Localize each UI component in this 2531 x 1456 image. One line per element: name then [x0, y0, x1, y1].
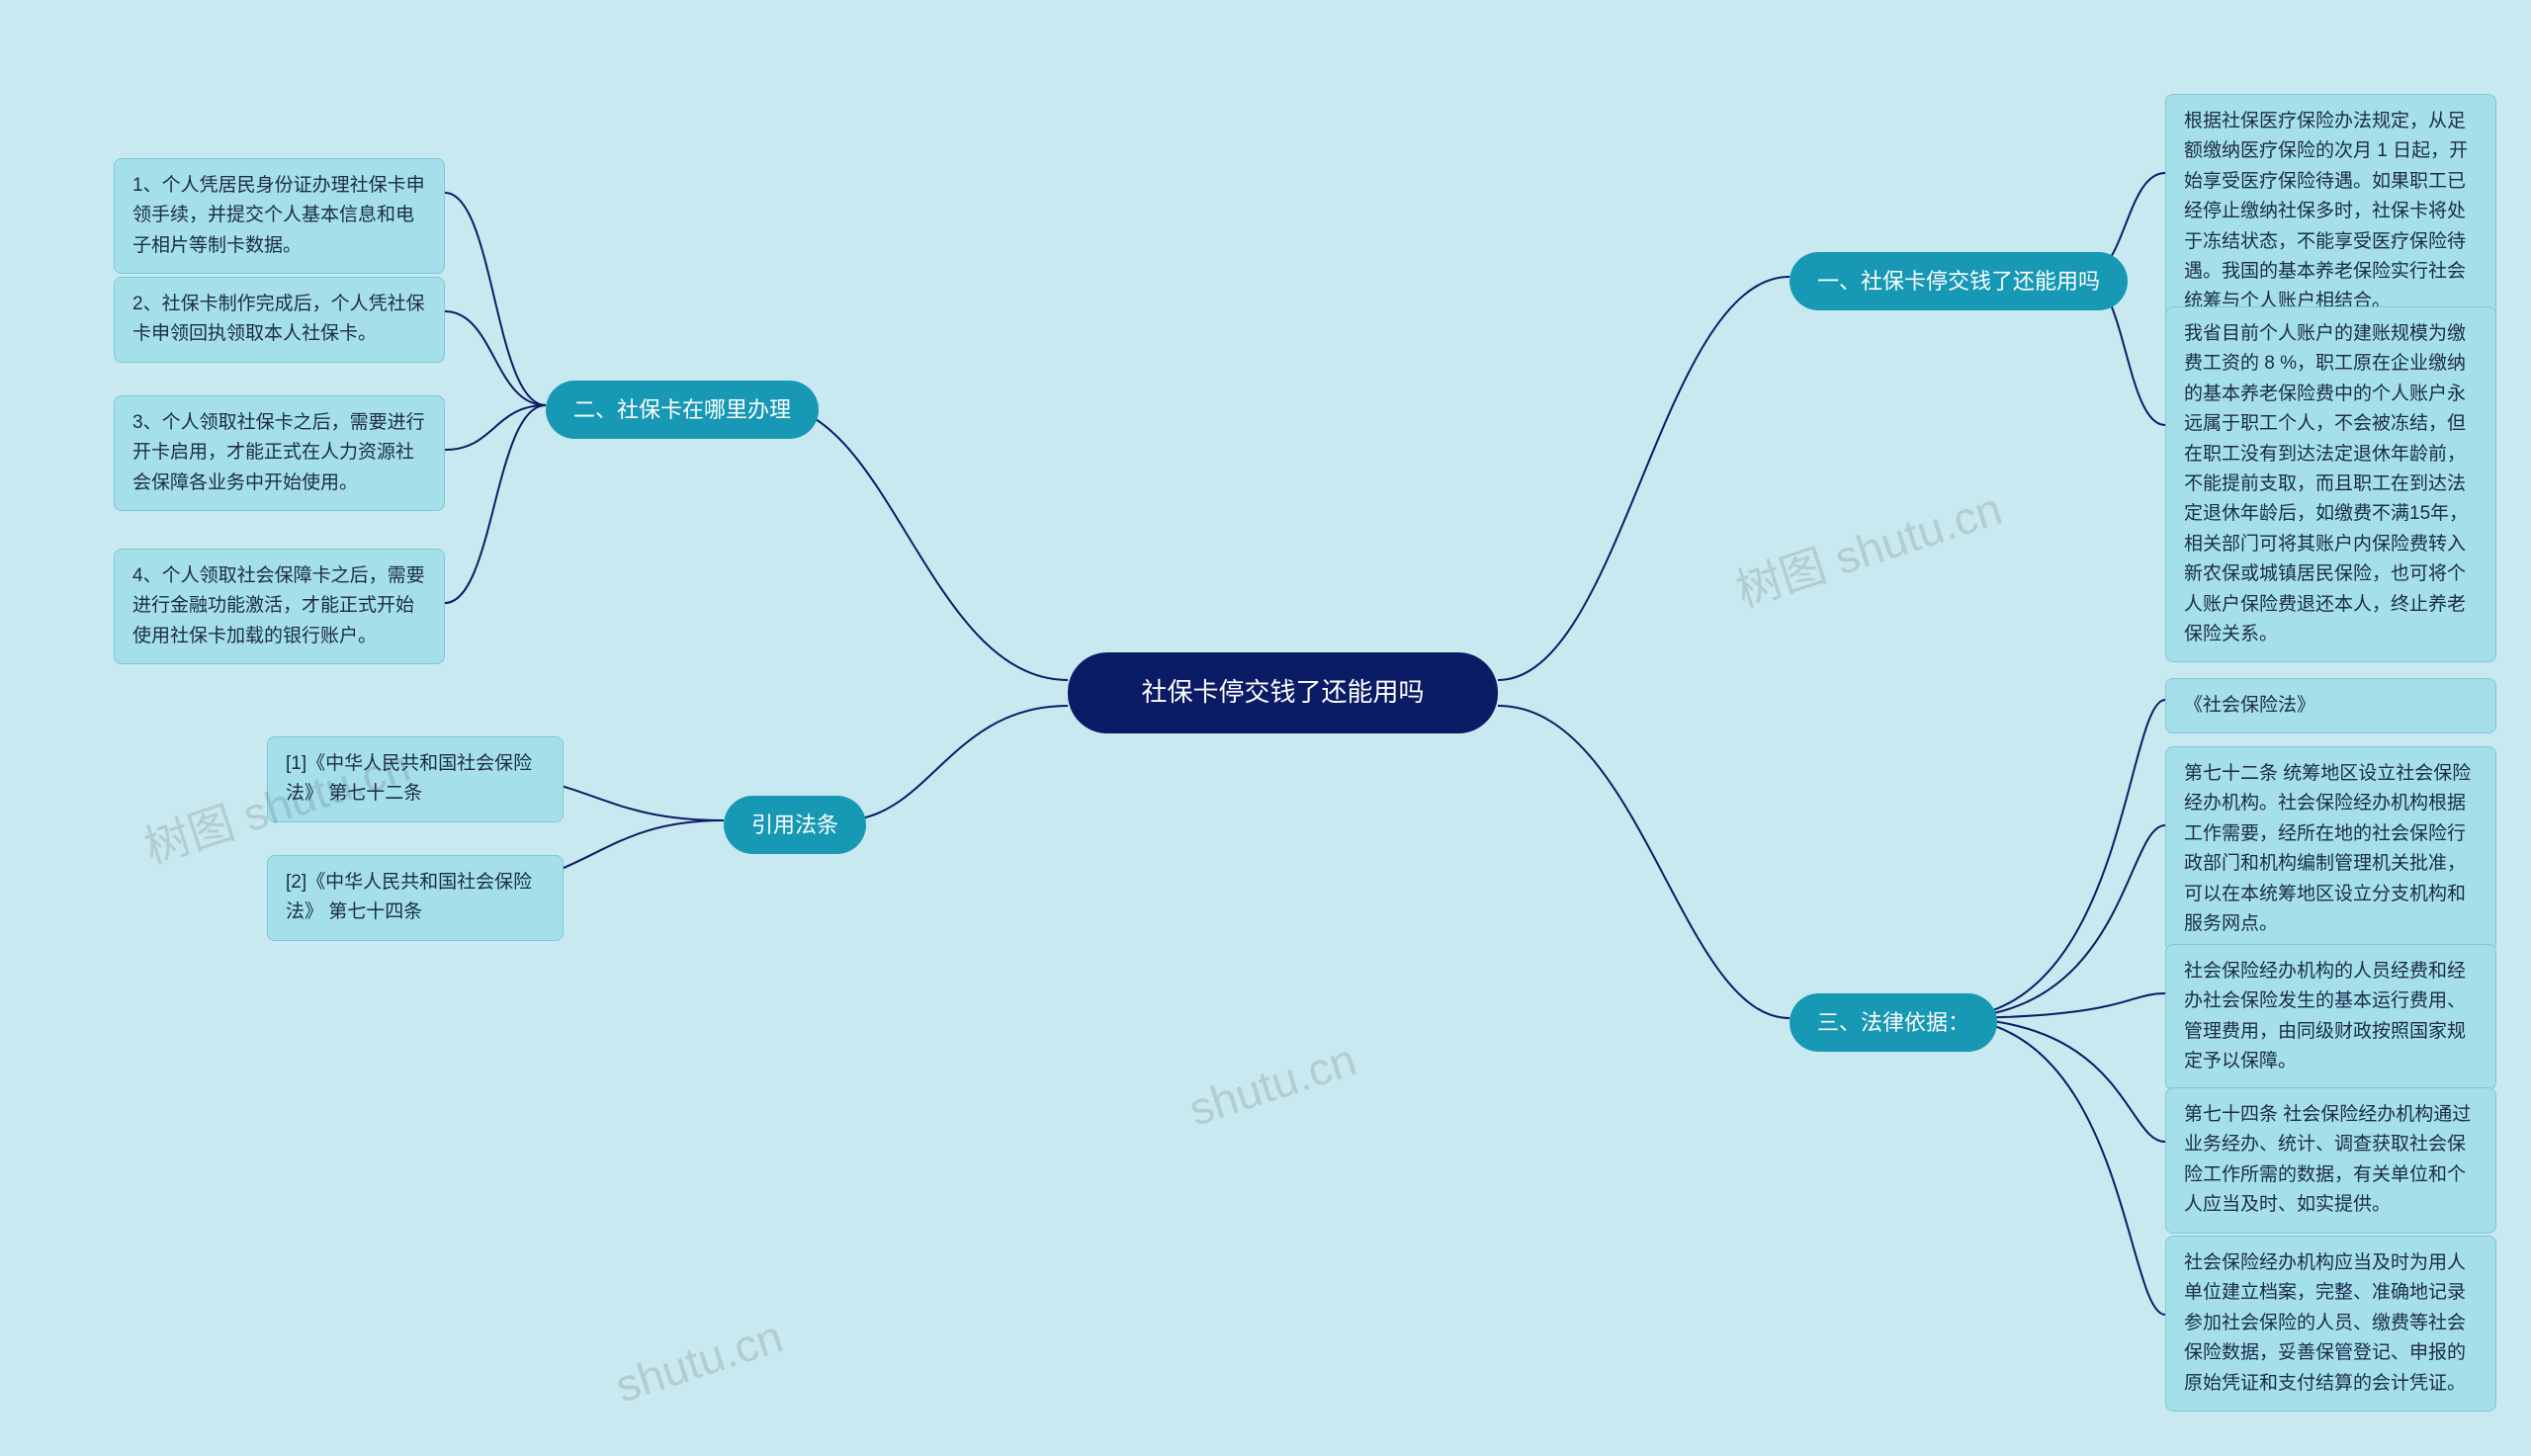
leaf-b2-1: 1、个人凭居民身份证办理社保卡申领手续，并提交个人基本信息和电子相片等制卡数据。 — [114, 158, 445, 274]
leaf-b4-2: [2]《中华人民共和国社会保险法》 第七十四条 — [267, 855, 564, 941]
watermark: shutu.cn — [609, 1309, 789, 1413]
leaf-b4-1: [1]《中华人民共和国社会保险法》 第七十二条 — [267, 736, 564, 822]
branch-b3[interactable]: 三、法律依据： — [1789, 993, 1997, 1052]
leaf-b3-3: 社会保险经办机构的人员经费和经办社会保险发生的基本运行费用、管理费用，由同级财政… — [2165, 944, 2496, 1090]
leaf-b3-2: 第七十二条 统筹地区设立社会保险经办机构。社会保险经办机构根据工作需要，经所在地… — [2165, 746, 2496, 952]
leaf-b2-4: 4、个人领取社会保障卡之后，需要进行金融功能激活，才能正式开始使用社保卡加载的银… — [114, 549, 445, 664]
leaf-b1-1: 根据社保医疗保险办法规定，从足额缴纳医疗保险的次月 1 日起，开始享受医疗保险待… — [2165, 94, 2496, 330]
leaf-b3-4: 第七十四条 社会保险经办机构通过业务经办、统计、调查获取社会保险工作所需的数据，… — [2165, 1087, 2496, 1234]
leaf-b2-3: 3、个人领取社保卡之后，需要进行开卡启用，才能正式在人力资源社会保障各业务中开始… — [114, 395, 445, 511]
leaf-b3-5: 社会保险经办机构应当及时为用人单位建立档案，完整、准确地记录参加社会保险的人员、… — [2165, 1236, 2496, 1412]
branch-b4[interactable]: 引用法条 — [724, 796, 866, 854]
watermark: shutu.cn — [1182, 1032, 1362, 1136]
branch-b2[interactable]: 二、社保卡在哪里办理 — [546, 381, 819, 439]
leaf-b2-2: 2、社保卡制作完成后，个人凭社保卡申领回执领取本人社保卡。 — [114, 277, 445, 363]
root-node[interactable]: 社保卡停交钱了还能用吗 — [1068, 652, 1498, 733]
leaf-b1-2: 我省目前个人账户的建账规模为缴费工资的 8 %，职工原在企业缴纳的基本养老保险费… — [2165, 306, 2496, 662]
branch-b1[interactable]: 一、社保卡停交钱了还能用吗 — [1789, 252, 2128, 310]
leaf-b3-1: 《社会保险法》 — [2165, 678, 2496, 733]
watermark: 树图 shutu.cn — [1727, 473, 2009, 621]
